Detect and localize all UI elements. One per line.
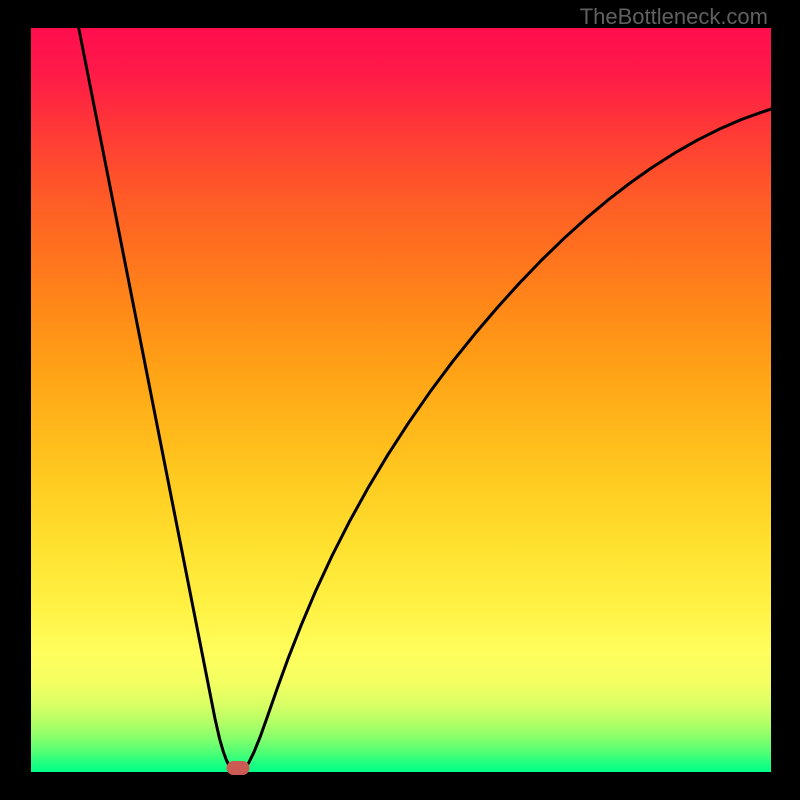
plot-area: [31, 28, 771, 772]
optimum-marker: [227, 761, 250, 775]
curve-path: [79, 28, 771, 772]
watermark-text: TheBottleneck.com: [580, 4, 768, 30]
bottleneck-curve: [31, 28, 771, 772]
